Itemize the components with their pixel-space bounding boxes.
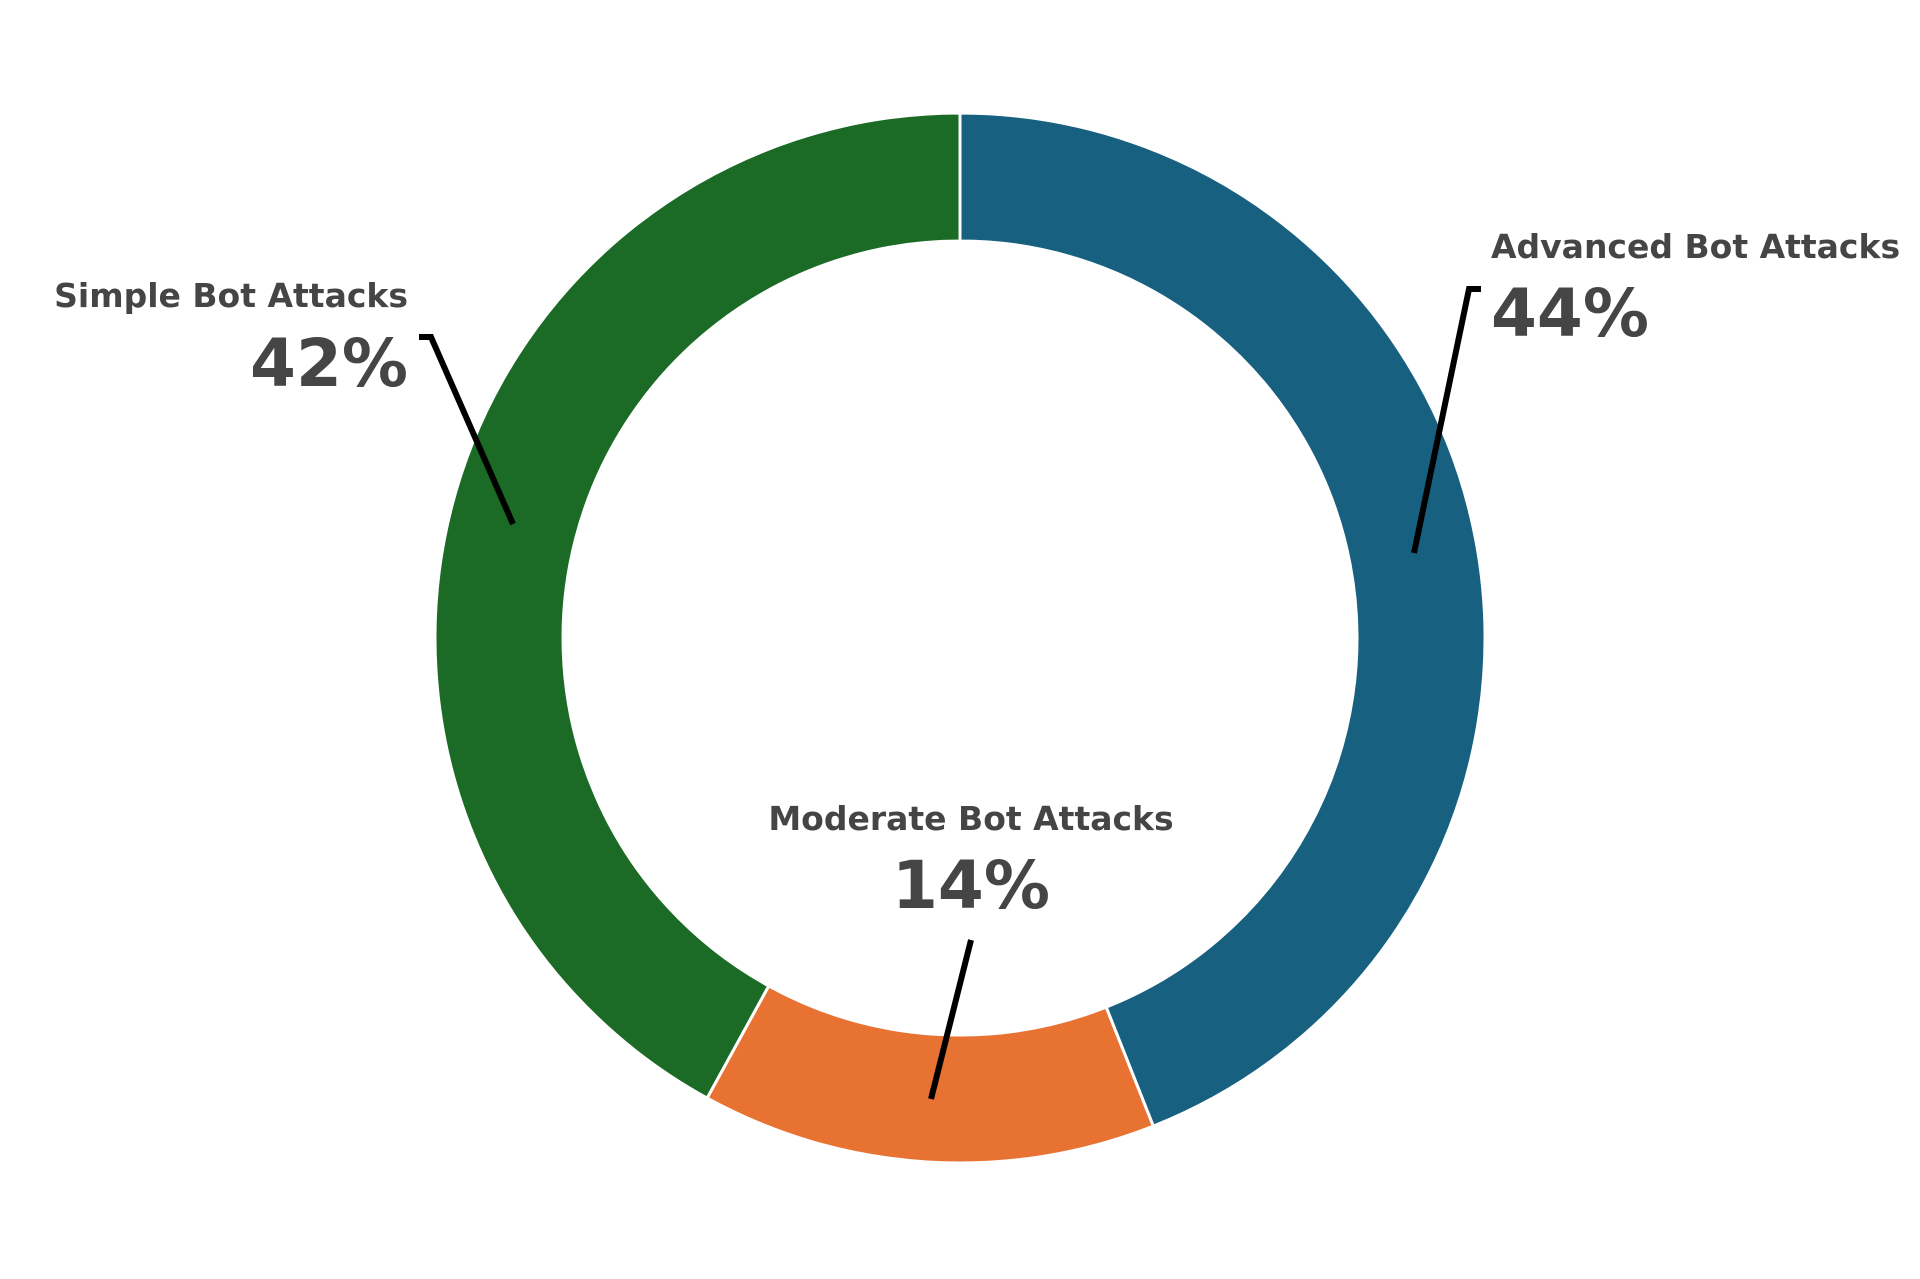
donut-slice [958, 111, 1487, 1129]
donut-slice [705, 983, 1156, 1165]
donut [433, 111, 1487, 1165]
slice-label: Advanced Bot Attacks [1491, 227, 1900, 266]
value-label: 42% [250, 325, 408, 402]
value-label: 44% [1491, 275, 1649, 352]
slice-label: Simple Bot Attacks [54, 276, 408, 315]
value-label: 14% [892, 847, 1050, 924]
leader-line [928, 939, 974, 1100]
leader-line [1411, 286, 1481, 554]
donut-slice [433, 111, 962, 1101]
leader-line [419, 334, 516, 526]
slice-label: Moderate Bot Attacks [768, 799, 1173, 838]
